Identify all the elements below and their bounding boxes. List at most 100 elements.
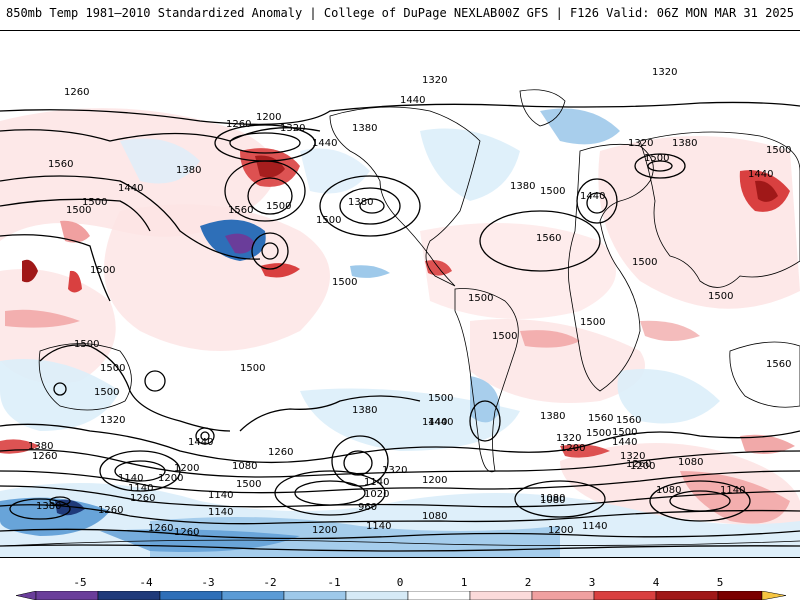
colorbar-tick: -4 bbox=[139, 576, 153, 589]
contour-label: 1260 bbox=[130, 493, 155, 504]
colorbar-tick: 2 bbox=[524, 576, 532, 589]
contour-label: 1200 bbox=[312, 525, 337, 536]
contour-label: 1440 bbox=[612, 437, 637, 448]
contour-label: 1320 bbox=[652, 67, 677, 78]
contour-label: 1500 bbox=[240, 363, 265, 374]
contour-label: 1260 bbox=[268, 447, 293, 458]
contour-label: 1320 bbox=[280, 123, 305, 134]
contour-label: 1500 bbox=[708, 291, 733, 302]
contour-label: 1560 bbox=[766, 359, 791, 370]
contour-label: 1500 bbox=[332, 277, 357, 288]
contour-label: 1140 bbox=[720, 485, 745, 496]
contour-label: 1260 bbox=[64, 87, 89, 98]
contour-label: 1260 bbox=[148, 523, 173, 534]
colorbar-gradient bbox=[16, 591, 786, 600]
contour-label: 1560 bbox=[616, 415, 641, 426]
contour-label: 1380 bbox=[672, 138, 697, 149]
contour-label: 1380 bbox=[28, 441, 53, 452]
colorbar-tick: 5 bbox=[716, 576, 724, 589]
contour-label: 1500 bbox=[82, 197, 107, 208]
contour-label: 1140 bbox=[208, 507, 233, 518]
map-header: 850mb Temp 1981–2010 Standardized Anomal… bbox=[0, 0, 800, 30]
contour-label: 1500 bbox=[540, 186, 565, 197]
contour-label: 960 bbox=[358, 502, 377, 513]
contour-label: 1380 bbox=[352, 123, 377, 134]
contour-label: 1200 bbox=[422, 475, 447, 486]
contour-label: 1440 bbox=[748, 169, 773, 180]
contour-label: 1320 bbox=[422, 75, 447, 86]
contour-label: 1320 bbox=[628, 138, 653, 149]
colorbar-tick: 0 bbox=[396, 576, 404, 589]
contour-label: 1080 bbox=[232, 461, 257, 472]
contour-label: 1500 bbox=[492, 331, 517, 342]
contour-label: 1200 bbox=[256, 112, 281, 123]
contour-label: 1320 bbox=[100, 415, 125, 426]
contour-label: 1440 bbox=[118, 183, 143, 194]
contour-label: 1500 bbox=[266, 201, 291, 212]
contour-label: 1500 bbox=[468, 293, 493, 304]
contour-label: 1080 bbox=[678, 457, 703, 468]
contour-label: 1560 bbox=[588, 413, 613, 424]
contour-label: 1080 bbox=[540, 493, 565, 504]
contour-label: 1140 bbox=[128, 483, 153, 494]
colorbar-legend: -5 -4 -3 -2 -1 0 1 2 3 4 5 bbox=[0, 568, 800, 600]
contour-label: 1380 bbox=[510, 181, 535, 192]
anomaly-map: 1320 1320 1260 1200 1260 1320 1440 1380 … bbox=[0, 30, 800, 558]
contour-label: 1500 bbox=[644, 153, 669, 164]
colorbar-tick: 1 bbox=[460, 576, 468, 589]
contour-label: 1500 bbox=[586, 428, 611, 439]
contour-label: 1260 bbox=[174, 527, 199, 538]
contour-label: 1440 bbox=[312, 138, 337, 149]
contour-label: 1560 bbox=[228, 205, 253, 216]
contour-label: 1140 bbox=[582, 521, 607, 532]
contour-label: 1500 bbox=[100, 363, 125, 374]
contour-label: 1080 bbox=[422, 511, 447, 522]
contour-label: 1080 bbox=[540, 495, 565, 506]
contour-label: 1200 bbox=[548, 525, 573, 536]
contour-label: 1260 bbox=[226, 119, 251, 130]
contour-label: 1440 bbox=[400, 95, 425, 106]
contour-label: 1260 bbox=[32, 451, 57, 462]
colorbar-tick: -3 bbox=[201, 576, 215, 589]
contour-label: 1500 bbox=[428, 393, 453, 404]
contour-label: 1500 bbox=[580, 317, 605, 328]
contour-label: 1440 bbox=[188, 437, 213, 448]
contour-label: 1500 bbox=[66, 205, 91, 216]
contour-label: 1380 bbox=[348, 197, 373, 208]
colorbar-tick: -1 bbox=[327, 576, 341, 589]
contour-label: 1560 bbox=[48, 159, 73, 170]
contour-label: 1140 bbox=[208, 490, 233, 501]
contour-label: 1500 bbox=[316, 215, 341, 226]
contour-label: 1320 bbox=[620, 451, 645, 462]
contour-label: 1200 bbox=[174, 463, 199, 474]
contour-label: 1440 bbox=[422, 417, 447, 428]
contour-label: 1440 bbox=[580, 191, 605, 202]
contour-label: 1260 bbox=[98, 505, 123, 516]
contour-label: 1380 bbox=[36, 501, 61, 512]
colorbar-tick: 3 bbox=[588, 576, 596, 589]
contour-label-group: 1320 1320 1260 1200 1260 1320 1440 1380 … bbox=[28, 67, 791, 538]
contour-label: 1500 bbox=[612, 427, 637, 438]
coastlines bbox=[0, 89, 800, 547]
contour-label: 1500 bbox=[632, 257, 657, 268]
contour-label: 1020 bbox=[364, 489, 389, 500]
map-title: 850mb Temp 1981–2010 Standardized Anomal… bbox=[6, 6, 498, 20]
contour-label: 1500 bbox=[236, 479, 261, 490]
contour-label: 1200 bbox=[158, 473, 183, 484]
contour-label: 1500 bbox=[74, 339, 99, 350]
colorbar-tick: -2 bbox=[263, 576, 277, 589]
contour-label: 1260 bbox=[626, 459, 651, 470]
contour-label: 1380 bbox=[176, 165, 201, 176]
contour-label: 1140 bbox=[364, 477, 389, 488]
contour-label: 1140 bbox=[118, 473, 143, 484]
contour-label: 1380 bbox=[352, 405, 377, 416]
contour-label: 1380 bbox=[540, 411, 565, 422]
contour-label: 1440 bbox=[428, 417, 453, 428]
colorbar-tick: 4 bbox=[652, 576, 660, 589]
contour-label: 1560 bbox=[536, 233, 561, 244]
contour-label: 1140 bbox=[366, 521, 391, 532]
contour-label: 1080 bbox=[656, 485, 681, 496]
contour-label: 1500 bbox=[766, 145, 791, 156]
contour-label: 1200 bbox=[560, 443, 585, 454]
contour-label: 1200 bbox=[630, 461, 655, 472]
